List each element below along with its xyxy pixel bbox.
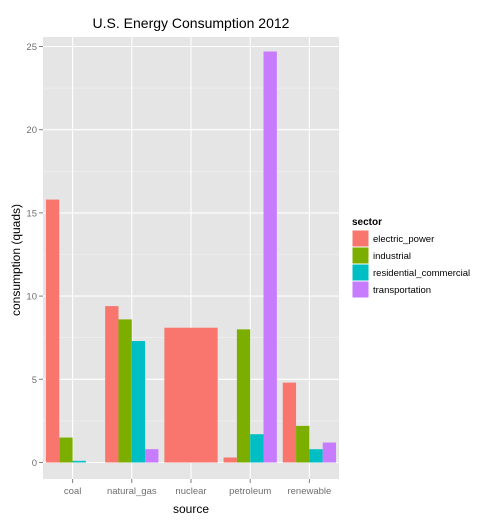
y-tick-label: 10 xyxy=(26,292,37,303)
legend-label-transportation: transportation xyxy=(373,285,431,296)
bar-natural_gas-residential_commercial xyxy=(131,341,146,463)
x-tick-label: petroleum xyxy=(229,486,271,497)
bar-nuclear-electric_power xyxy=(164,327,218,463)
chart-title: U.S. Energy Consumption 2012 xyxy=(93,15,290,31)
x-tick-label: renewable xyxy=(287,486,331,497)
bar-petroleum-residential_commercial xyxy=(250,434,264,463)
y-tick-label: 0 xyxy=(32,458,37,469)
legend-label-electric_power: electric_power xyxy=(373,234,434,245)
x-tick-label: nuclear xyxy=(175,486,206,497)
bar-coal-residential_commercial xyxy=(72,460,86,463)
x-axis-title: source xyxy=(173,502,209,516)
bar-coal-electric_power xyxy=(45,199,60,463)
legend-swatch-industrial xyxy=(352,247,369,264)
legend: sector electric_power industrial residenti… xyxy=(351,217,470,299)
y-axis-title: consumption (quads) xyxy=(9,204,23,316)
y-tick-label: 5 xyxy=(32,375,37,386)
bar-natural_gas-transportation xyxy=(145,449,159,463)
bar-renewable-transportation xyxy=(322,442,337,463)
bar-natural_gas-electric_power xyxy=(105,306,119,463)
bar-petroleum-electric_power xyxy=(223,457,237,463)
legend-swatch-residential_commercial xyxy=(352,264,369,281)
y-tick-label: 25 xyxy=(26,42,37,53)
legend-title: sector xyxy=(352,217,382,228)
legend-label-industrial: industrial xyxy=(373,251,411,262)
y-tick-label: 15 xyxy=(26,208,37,219)
bar-renewable-electric_power xyxy=(282,382,297,463)
bar-petroleum-transportation xyxy=(263,51,277,463)
legend-swatch-transportation xyxy=(352,281,369,298)
y-tick-label: 20 xyxy=(26,125,37,136)
bar-natural_gas-industrial xyxy=(118,319,132,463)
bar-coal-industrial xyxy=(59,437,73,463)
x-tick-label: coal xyxy=(64,486,81,497)
legend-swatch-electric_power xyxy=(352,230,369,247)
bar-renewable-residential_commercial xyxy=(309,449,323,463)
bar-petroleum-industrial xyxy=(236,329,251,463)
bar-renewable-industrial xyxy=(296,425,310,463)
legend-label-residential_commercial: residential_commercial xyxy=(373,268,470,279)
x-tick-label: natural_gas xyxy=(107,486,157,497)
